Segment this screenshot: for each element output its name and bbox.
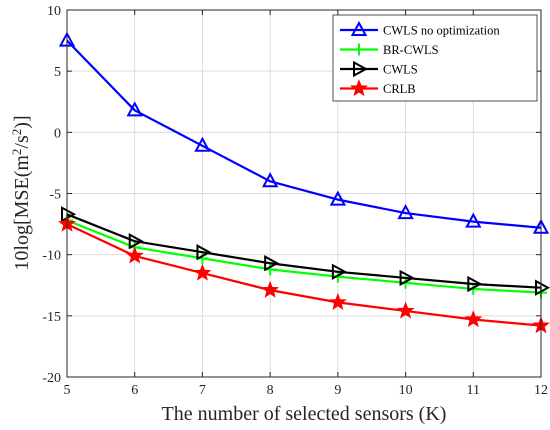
x-tick-label: 11: [467, 383, 480, 398]
legend-item: CWLS no optimization: [340, 20, 500, 38]
data-point: [464, 310, 483, 328]
legend-marker: [350, 79, 368, 97]
x-tick-label: 8: [267, 383, 274, 398]
data-point: [126, 101, 143, 117]
data-point: [467, 275, 483, 293]
y-tick-label: 10: [47, 4, 61, 19]
x-tick-label: 10: [399, 383, 413, 398]
series-layer: [58, 31, 550, 334]
data-point: [329, 190, 347, 206]
data-point: [264, 255, 280, 272]
x-tick-label: 5: [64, 383, 71, 398]
axis-ticks: 5 6 7 8 9 10 11 12 -20 -15 -10 -5 0 5 10: [42, 4, 548, 398]
y-axis-title: 10log[MSE(m2/s2)]: [9, 115, 34, 270]
data-point: [465, 212, 482, 228]
y-tick-label: -20: [42, 371, 61, 386]
legend-item: CRLB: [340, 79, 416, 97]
legend-label: BR-CWLS: [383, 43, 439, 57]
data-point: [328, 292, 347, 310]
data-point: [261, 172, 279, 188]
y-tick-label: 0: [54, 126, 61, 141]
x-tick-label: 7: [199, 383, 206, 398]
x-tick-label: 6: [131, 383, 138, 398]
series-cwls: [61, 206, 550, 296]
y-tick-label: 5: [54, 65, 61, 80]
legend-label: CRLB: [383, 82, 416, 96]
data-point: [125, 246, 144, 264]
y-axis-title-sup2: 2: [9, 129, 24, 136]
data-point: [196, 244, 212, 261]
y-tick-label: -5: [49, 188, 61, 203]
legend-item: BR-CWLS: [340, 43, 439, 57]
data-point: [396, 301, 415, 319]
x-tick-label: 9: [334, 383, 341, 398]
y-tick-label: -10: [42, 249, 61, 264]
legend-item: CWLS: [340, 60, 418, 78]
y-axis-title-prefix: 10log[MSE(m: [11, 155, 33, 271]
data-point: [193, 263, 212, 281]
data-point: [261, 280, 280, 298]
x-axis-title: The number of selected sensors (K): [162, 403, 447, 425]
series-line: [66, 219, 542, 294]
y-axis-title-suffix: )]: [11, 115, 33, 128]
series-crlb: [58, 214, 550, 334]
series-line: [66, 39, 542, 229]
legend: CWLS no optimization BR-CWLS CWLS CRLB: [332, 14, 538, 102]
legend-label: CWLS: [383, 63, 418, 77]
data-point: [128, 233, 144, 250]
y-tick-label: -15: [42, 310, 61, 325]
legend-marker: [353, 43, 365, 56]
data-point: [535, 279, 550, 296]
data-point: [331, 263, 347, 280]
data-point: [397, 203, 414, 220]
legend-marker: [353, 60, 369, 78]
y-axis-title-sup1: 2: [9, 149, 24, 156]
y-axis-title-mid: /s: [11, 135, 33, 149]
series-line: [66, 213, 542, 289]
x-tick-label: 12: [534, 383, 548, 398]
series-line: [66, 223, 542, 327]
legend-label: CWLS no optimization: [383, 24, 500, 38]
data-point: [399, 269, 415, 287]
legend-marker: [350, 20, 368, 36]
data-point: [194, 136, 211, 152]
